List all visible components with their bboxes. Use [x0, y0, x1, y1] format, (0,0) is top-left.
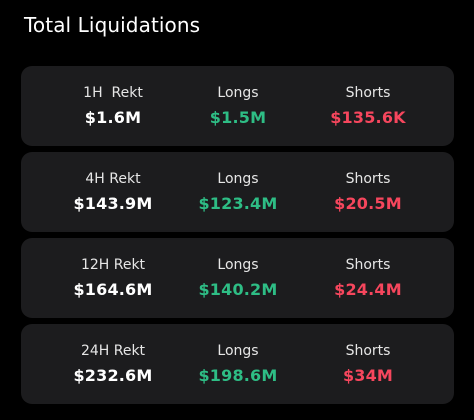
- total-value: $164.6M: [73, 280, 153, 299]
- longs-label: Longs: [217, 257, 259, 273]
- shorts-value: $135.6K: [330, 108, 406, 127]
- liquidation-card-12h[interactable]: 12H Rekt $164.6M Longs $140.2M Shorts $2…: [21, 238, 454, 318]
- shorts-column: Shorts $135.6K: [298, 66, 438, 146]
- shorts-label: Shorts: [345, 343, 391, 359]
- period-label: 24H Rekt: [80, 343, 146, 359]
- total-value: $1.6M: [84, 108, 142, 127]
- longs-column: Longs $123.4M: [168, 152, 308, 232]
- period-label: 12H Rekt: [80, 257, 146, 273]
- total-column: 24H Rekt $232.6M: [43, 324, 183, 404]
- total-column: 4H Rekt $143.9M: [43, 152, 183, 232]
- longs-column: Longs $198.6M: [168, 324, 308, 404]
- longs-label: Longs: [217, 85, 259, 101]
- longs-value: $1.5M: [209, 108, 267, 127]
- period-label: 1H Rekt: [83, 85, 143, 101]
- page-title: Total Liquidations: [24, 13, 201, 37]
- shorts-label: Shorts: [345, 171, 391, 187]
- total-value: $232.6M: [73, 366, 153, 385]
- longs-column: Longs $140.2M: [168, 238, 308, 318]
- shorts-column: Shorts $34M: [298, 324, 438, 404]
- longs-label: Longs: [217, 171, 259, 187]
- shorts-column: Shorts $24.4M: [298, 238, 438, 318]
- shorts-value: $34M: [342, 366, 394, 385]
- total-value: $143.9M: [73, 194, 153, 213]
- shorts-value: $20.5M: [334, 194, 402, 213]
- total-column: 1H Rekt $1.6M: [43, 66, 183, 146]
- liquidation-card-1h[interactable]: 1H Rekt $1.6M Longs $1.5M Shorts $135.6K: [21, 66, 454, 146]
- longs-value: $198.6M: [198, 366, 278, 385]
- shorts-value: $24.4M: [334, 280, 402, 299]
- longs-label: Longs: [217, 343, 259, 359]
- liquidation-card-24h[interactable]: 24H Rekt $232.6M Longs $198.6M Shorts $3…: [21, 324, 454, 404]
- shorts-label: Shorts: [345, 85, 391, 101]
- total-column: 12H Rekt $164.6M: [43, 238, 183, 318]
- longs-value: $123.4M: [198, 194, 278, 213]
- liquidation-card-4h[interactable]: 4H Rekt $143.9M Longs $123.4M Shorts $20…: [21, 152, 454, 232]
- shorts-column: Shorts $20.5M: [298, 152, 438, 232]
- longs-value: $140.2M: [198, 280, 278, 299]
- longs-column: Longs $1.5M: [168, 66, 308, 146]
- shorts-label: Shorts: [345, 257, 391, 273]
- period-label: 4H Rekt: [85, 171, 141, 187]
